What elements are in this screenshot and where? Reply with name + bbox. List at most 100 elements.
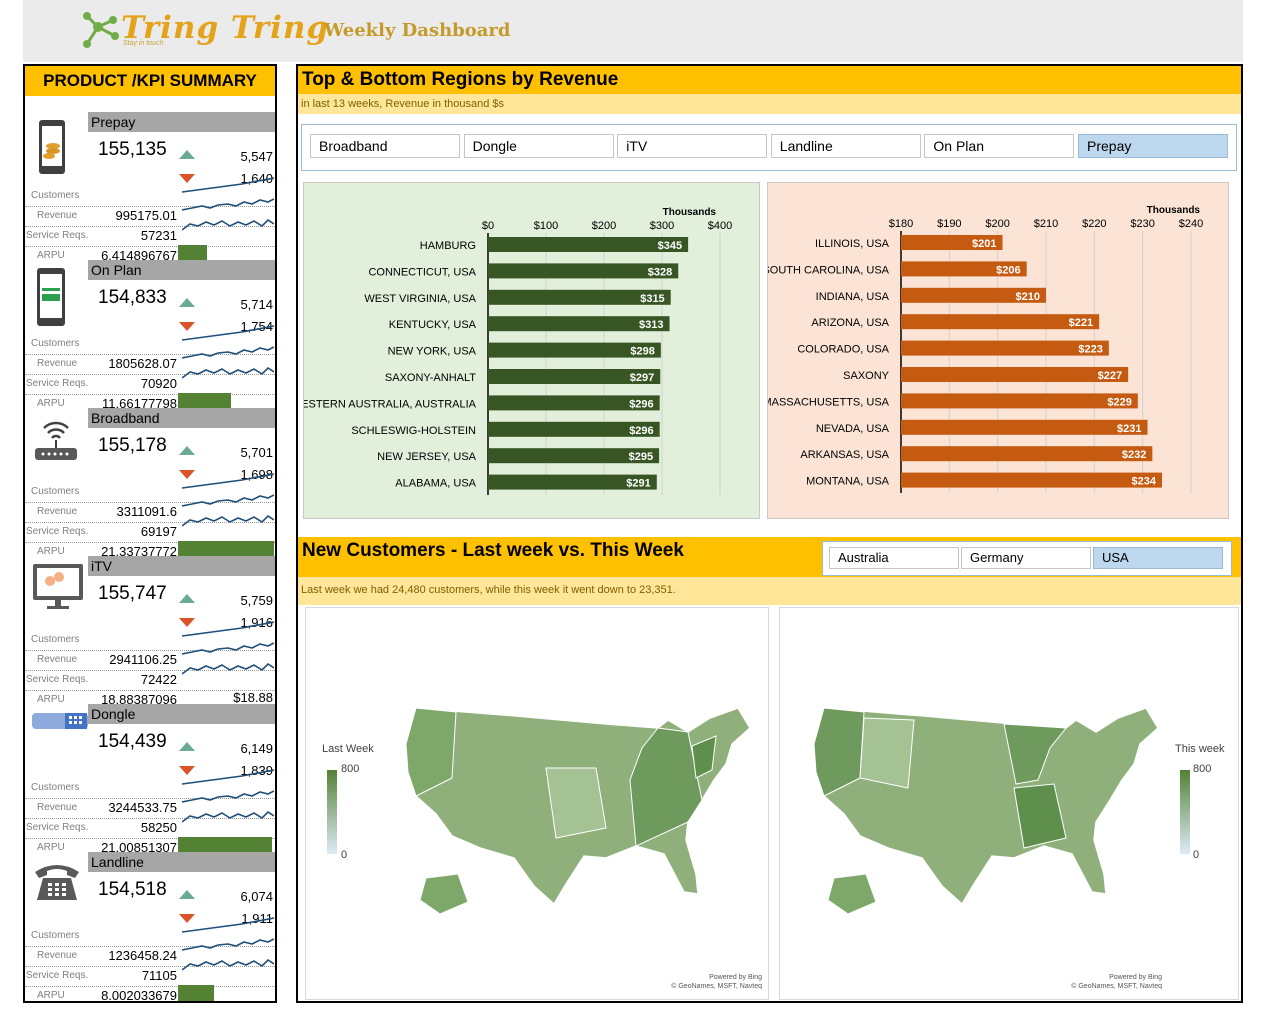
slicer-dongle[interactable]: Dongle: [463, 134, 614, 158]
revenue-label: Revenue: [37, 802, 78, 813]
category-label: SOUTH CAROLINA, USA: [768, 264, 890, 276]
arpu-label: ARPU: [37, 250, 65, 261]
product-card-on-plan: On Plan 154,833 5,714 1,754 Customers Revenue…: [25, 260, 275, 411]
slicer-itv[interactable]: iTV: [617, 134, 768, 158]
data-label: $313: [639, 319, 663, 331]
customer-count: 155,135: [98, 139, 167, 160]
arpu-label: ARPU: [37, 694, 65, 705]
last-week-legend-title: Last Week: [322, 743, 374, 755]
up-arrow-icon: [179, 298, 195, 307]
usa-map-this-week: [813, 707, 1159, 915]
customers-subtitle: Last week we had 24,480 customers, while…: [298, 577, 1241, 605]
data-label: $298: [630, 346, 654, 358]
page-title: Weekly Dashboard: [324, 20, 511, 41]
last-week-map: Last Week 800 0 Powered by Bing © GeoNam…: [305, 607, 769, 1000]
revenue-sparkline: [182, 642, 274, 655]
data-label: $223: [1078, 344, 1102, 356]
service-sparkline: [182, 514, 274, 527]
category-label: KENTUCKY, USA: [389, 319, 477, 331]
regions-subtitle: in last 13 weeks, Revenue in thousand $s: [298, 94, 1241, 114]
up-arrow-icon: [179, 890, 195, 899]
tick-label: $300: [650, 220, 674, 232]
slicer-on-plan[interactable]: On Plan: [924, 134, 1075, 158]
arpu-bar: [178, 393, 231, 409]
category-label: ARIZONA, USA: [811, 317, 889, 329]
this-week-copyright: © GeoNames, MSFT, Navteq: [1071, 983, 1162, 990]
category-label: NEW JERSEY, USA: [377, 451, 476, 463]
bar: [488, 342, 661, 358]
bar: [488, 395, 660, 411]
customers-sparkline: [182, 473, 274, 489]
down-arrow-icon: [179, 174, 195, 183]
revenue-value: 995175.01: [115, 208, 177, 223]
slicer-broadband[interactable]: Broadband: [310, 134, 460, 158]
last-week-legend-min: 0: [341, 849, 348, 861]
new-customers-value: 5,714: [240, 297, 273, 312]
bar: [901, 340, 1109, 356]
service-value: 70920: [140, 376, 177, 391]
arpu-value: 21.33737772: [101, 544, 177, 559]
arpu-value: 8.002033679: [101, 988, 177, 1003]
customers-label: Customers: [31, 190, 80, 201]
kpi-summary-title: PRODUCT /KPI SUMMARY: [25, 66, 275, 96]
arpu-value: 18.88387096: [101, 692, 177, 707]
dashboard-header: Tring Tring Stay in touch Weekly Dashboa…: [23, 0, 1243, 62]
category-label: ILLINOIS, USA: [815, 238, 890, 250]
product-name: On Plan: [88, 260, 275, 280]
slicer-usa[interactable]: USA: [1093, 547, 1223, 569]
last-week-copyright: © GeoNames, MSFT, Navteq: [671, 983, 762, 990]
this-week-map: This week 800 0 Powered by Bing © GeoNam…: [779, 607, 1239, 1000]
customers-label: Customers: [31, 634, 80, 645]
new-customers-value: 5,701: [240, 445, 273, 460]
bar: [488, 369, 661, 384]
bar: [488, 421, 660, 437]
slicer-australia[interactable]: Australia: [829, 547, 959, 569]
tick-label: $100: [534, 220, 558, 232]
revenue-value: 1236458.24: [108, 948, 177, 963]
category-label: MASSACHUSETTS, USA: [768, 396, 890, 408]
data-label: $201: [972, 238, 996, 250]
this-week-map-credits: Powered by Bing © GeoNames, MSFT, Navteq: [1071, 973, 1162, 991]
brand-name: Tring Tring: [121, 10, 330, 46]
product-card-dongle: Dongle 154,439 6,149 1,839 Customers Revenue 3…: [25, 704, 275, 855]
usa-map-last-week: [405, 707, 751, 915]
bar: [901, 287, 1046, 303]
tick-label: $400: [708, 220, 732, 232]
service-sparkline: [182, 662, 274, 675]
service-label: Service Reqs.: [26, 970, 89, 981]
row-divider: [25, 542, 275, 543]
service-label: Service Reqs.: [26, 822, 89, 833]
regions-title: Top & Bottom Regions by Revenue: [298, 66, 1241, 94]
row-divider: [25, 650, 275, 651]
revenue-sparkline: [182, 198, 274, 211]
row-divider: [25, 394, 275, 395]
slicer-prepay[interactable]: Prepay: [1078, 134, 1228, 158]
arpu-bar: [178, 541, 274, 557]
arpu-value: 21.00851307: [101, 840, 177, 855]
arpu-bar: [178, 985, 214, 1001]
data-label: $297: [630, 372, 654, 384]
revenue-sparkline: [182, 790, 274, 803]
tick-label: $240: [1179, 218, 1203, 230]
service-sparkline: [182, 958, 274, 971]
service-value: 69197: [140, 524, 177, 539]
data-label: $210: [1016, 291, 1040, 303]
revenue-label: Revenue: [37, 506, 78, 517]
product-name: Dongle: [88, 704, 275, 724]
customer-count: 155,178: [98, 435, 167, 456]
slicer-germany[interactable]: Germany: [961, 547, 1091, 569]
product-name: Landline: [88, 852, 275, 872]
row-divider: [25, 502, 275, 503]
bar: [488, 237, 689, 252]
service-value: 72422: [140, 672, 177, 687]
customers-label: Customers: [31, 486, 80, 497]
category-label: NEW YORK, USA: [388, 346, 477, 358]
slicer-landline[interactable]: Landline: [770, 134, 921, 158]
row-divider: [25, 226, 275, 227]
category-label: COLORADO, USA: [797, 344, 889, 356]
row-divider: [25, 374, 275, 375]
arpu-bar: [178, 837, 272, 853]
bar: [901, 419, 1148, 435]
service-sparkline: [182, 366, 274, 379]
product-name: Broadband: [88, 408, 275, 428]
